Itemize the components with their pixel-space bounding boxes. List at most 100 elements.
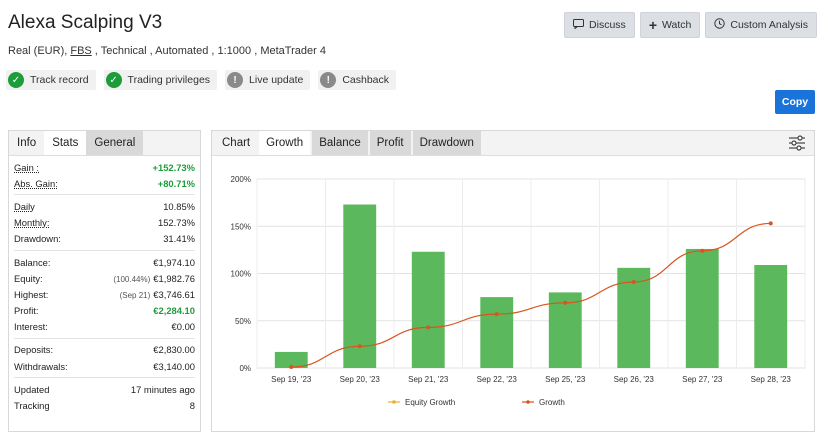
stat-highest: Highest: (Sep 21) €3,746.61 (14, 286, 195, 302)
tab-profit[interactable]: Profit (369, 131, 411, 155)
check-icon: ✓ (8, 72, 24, 88)
stat-label: Drawdown: (14, 233, 61, 245)
stat-label: Updated (14, 383, 50, 395)
stat-label: Interest: (14, 321, 48, 333)
watch-button[interactable]: + Watch (639, 12, 701, 38)
badge-live-update[interactable]: ! Live update (225, 70, 311, 90)
stat-value: 17 minutes ago (130, 383, 195, 395)
account-subtitle: Real (EUR), FBS , Technical , Automated … (8, 45, 326, 57)
stat-profit: Profit: €2,284.10 (14, 303, 195, 319)
action-buttons: Discuss + Watch Custom Analysis (564, 12, 817, 38)
highest-date: (Sep 21) (119, 290, 151, 300)
bar (685, 248, 719, 368)
clock-icon (714, 18, 726, 32)
stat-drawdown: Drawdown: 31.41% (14, 231, 195, 247)
copy-button[interactable]: Copy (775, 90, 815, 114)
tab-chart[interactable]: Chart (222, 137, 251, 149)
stat-value: (100.44%) €1,982.76 (113, 273, 195, 284)
stat-updated: Updated 17 minutes ago (14, 381, 195, 397)
growth-point (700, 248, 705, 253)
x-tick-label: Sep 28, '23 (751, 375, 792, 384)
discuss-label: Discuss (589, 19, 626, 31)
x-tick-label: Sep 21, '23 (408, 375, 449, 384)
badge-label: Live update (249, 74, 304, 86)
tab-balance[interactable]: Balance (312, 131, 368, 155)
legend-marker (526, 400, 530, 404)
badges-row: ✓ Track record ✓ Trading privileges ! Li… (6, 70, 397, 90)
divider (14, 194, 195, 196)
stat-value: 8 (189, 400, 195, 412)
badge-trading-privileges[interactable]: ✓ Trading privileges (103, 70, 218, 90)
equity-amount: €1,982.76 (153, 272, 195, 284)
stat-label: Withdrawals: (14, 360, 68, 372)
stat-value: €2,284.10 (153, 305, 195, 317)
bar (617, 267, 651, 368)
tab-info[interactable]: Info (17, 137, 37, 149)
stat-daily: Daily 10.85% (14, 198, 195, 214)
badge-track-record[interactable]: ✓ Track record (6, 70, 96, 90)
growth-point (357, 344, 362, 349)
stat-deposits: Deposits: €2,830.00 (14, 342, 195, 358)
account-type: Real (EUR), (8, 45, 71, 57)
x-tick-label: Sep 27, '23 (682, 375, 723, 384)
tab-growth[interactable]: Growth (259, 131, 311, 155)
stat-value: +152.73% (152, 161, 196, 173)
watch-label: Watch (662, 19, 692, 31)
stat-value: 152.73% (157, 217, 195, 229)
page-title: Alexa Scalping V3 (8, 12, 163, 33)
check-icon: ✓ (105, 72, 122, 88)
stat-value: €2,830.00 (153, 344, 195, 356)
account-details: , Technical , Automated , 1:1000 , MetaT… (91, 45, 326, 57)
divider (14, 377, 195, 379)
y-tick-label: 150% (231, 222, 251, 231)
growth-point (768, 221, 773, 226)
highest-amount: €3,746.61 (153, 288, 195, 300)
sliders-icon[interactable] (788, 135, 806, 151)
stat-label[interactable]: Abs. Gain: (14, 177, 58, 189)
stat-label: Tracking (14, 400, 50, 412)
stat-label: Profit: (14, 305, 39, 317)
comment-icon (573, 18, 585, 32)
y-tick-label: 200% (231, 175, 251, 184)
growth-point (494, 312, 499, 317)
stats-panel: Info Stats General Gain : +152.73% Abs. … (8, 130, 201, 432)
x-tick-label: Sep 19, '23 (271, 375, 312, 384)
badge-label: Trading privileges (127, 74, 211, 86)
badge-label: Track record (30, 74, 89, 86)
stat-balance: Balance: €1,974.10 (14, 254, 195, 270)
stat-label: Balance: (14, 256, 51, 268)
tab-drawdown[interactable]: Drawdown (412, 131, 481, 155)
stat-gain: Gain : +152.73% (14, 159, 195, 175)
stat-label[interactable]: Daily (14, 200, 35, 212)
legend-label: Equity Growth (405, 398, 455, 407)
stat-label[interactable]: Monthly: (14, 217, 50, 229)
y-tick-label: 100% (231, 270, 251, 279)
plus-icon: + (648, 17, 657, 33)
tab-stats[interactable]: Stats (44, 131, 87, 155)
stat-value: (Sep 21) €3,746.61 (120, 289, 195, 300)
growth-point (426, 325, 431, 330)
custom-analysis-label: Custom Analysis (730, 19, 808, 31)
growth-point (289, 365, 294, 370)
discuss-button[interactable]: Discuss (564, 12, 635, 38)
legend-marker (392, 400, 396, 404)
stats-tabs: Info Stats General (9, 131, 200, 156)
broker-link[interactable]: FBS (70, 45, 92, 57)
stat-label: Highest: (14, 288, 49, 300)
bar (411, 251, 445, 368)
exclamation-icon: ! (320, 72, 337, 88)
growth-chart: 0% 50% 100% 150% 200% Sep 19, '23 Sep 20, '23 S… (231, 175, 806, 407)
stat-tracking: Tracking 8 (14, 397, 195, 413)
x-tick-label: Sep 26, '23 (614, 375, 655, 384)
badge-cashback[interactable]: ! Cashback (318, 70, 397, 90)
badge-label: Cashback (342, 74, 390, 86)
x-tick-label: Sep 25, '23 (545, 375, 586, 384)
tab-general[interactable]: General (86, 131, 144, 155)
stat-label[interactable]: Gain : (14, 161, 40, 173)
custom-analysis-button[interactable]: Custom Analysis (705, 12, 817, 38)
divider (14, 337, 195, 339)
stat-value: €1,974.10 (153, 256, 195, 268)
stat-equity: Equity: (100.44%) €1,982.76 (14, 270, 195, 286)
y-tick-label: 50% (235, 317, 251, 326)
bar (480, 297, 514, 368)
